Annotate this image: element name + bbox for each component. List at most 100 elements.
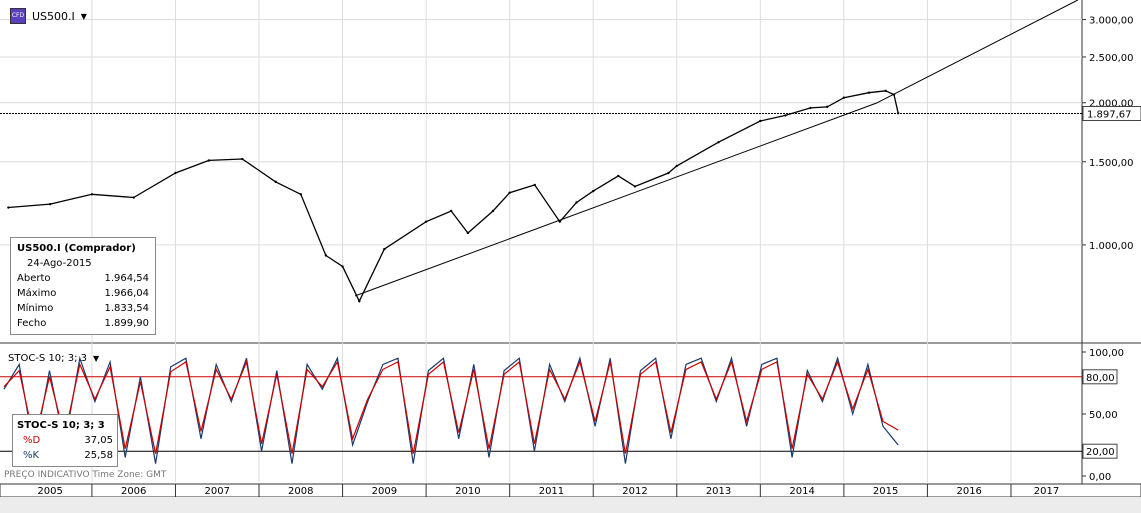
price-point <box>424 220 428 223</box>
price-axis-bg <box>1082 0 1141 513</box>
chevron-down-icon[interactable]: ▼ <box>93 354 100 363</box>
price-point <box>575 201 578 204</box>
info-row: Fecho 1.899,90 <box>17 316 149 331</box>
price-point <box>341 265 344 268</box>
info-row: Mínimo 1.833,54 <box>17 301 149 316</box>
price-point <box>892 93 896 96</box>
info-row-label: Mínimo <box>17 303 54 314</box>
stoch-info-box: STOC-S 10; 3; 3 %D 37,05 %K 25,58 <box>12 414 118 467</box>
timezone-note: PREÇO INDICATIVO Time Zone: GMT <box>4 470 167 480</box>
stoch-row: %K 25,58 <box>17 448 113 463</box>
info-row-label: Aberto <box>17 273 51 284</box>
price-tick-label: 3.000,00 <box>1089 16 1134 27</box>
year-label: 2006 <box>121 486 146 497</box>
stoch-row-value: 25,58 <box>84 450 113 461</box>
stoch-label: STOC-S 10; 3; 3 <box>8 353 87 364</box>
price-point <box>533 183 536 187</box>
price-point <box>667 171 670 175</box>
stoch-series-d <box>3 359 899 454</box>
price-tick-label: 2.500,00 <box>1089 53 1134 64</box>
info-row: Aberto 1.964,54 <box>17 271 149 286</box>
chevron-down-icon[interactable]: ▼ <box>80 11 87 21</box>
year-label: 2015 <box>873 486 898 497</box>
stoch-tick-label: 50,00 <box>1089 410 1118 421</box>
price-point <box>784 114 787 117</box>
year-label: 2005 <box>37 486 62 497</box>
info-title: US500.I (Comprador) <box>17 243 136 254</box>
stoch-level-label: 80,00 <box>1086 373 1115 384</box>
year-label: 2014 <box>789 486 814 497</box>
info-row-value: 1.899,90 <box>104 318 149 329</box>
price-point <box>274 180 277 184</box>
price-point <box>174 171 177 175</box>
price-point <box>759 119 762 123</box>
cfd-icon: CFD <box>10 8 26 24</box>
price-point <box>825 105 829 109</box>
stoch-selector[interactable]: STOC-S 10; 3; 3 ▼ <box>8 353 99 364</box>
trendline <box>877 0 1079 104</box>
info-row-value: 1.833,54 <box>104 303 149 314</box>
stoch-level-badge <box>1082 369 1118 385</box>
price-point <box>383 247 386 251</box>
price-point <box>90 193 94 196</box>
year-label: 2010 <box>455 486 480 497</box>
info-date: 24-Ago-2015 <box>27 258 92 269</box>
price-point <box>867 91 871 94</box>
price-point <box>558 220 561 223</box>
stoch-row-label: %K <box>23 450 40 461</box>
ohlc-info-box: US500.I (Comprador) 24-Ago-2015 Aberto 1.… <box>10 237 156 335</box>
info-row-value: 1.966,04 <box>104 288 149 299</box>
price-point <box>7 206 10 209</box>
year-label: 2011 <box>539 486 564 497</box>
info-row-value: 1.964,54 <box>104 273 149 284</box>
price-point <box>358 300 361 303</box>
price-point <box>675 164 678 168</box>
price-point <box>449 209 453 213</box>
price-tick-label: 1.000,00 <box>1089 241 1134 252</box>
stoch-row-value: 37,05 <box>84 435 113 446</box>
year-label: 2012 <box>622 486 647 497</box>
stoch-title: STOC-S 10; 3; 3 <box>17 420 105 431</box>
price-series-line <box>8 90 899 303</box>
price-point <box>508 191 511 194</box>
price-point <box>842 96 846 99</box>
year-label: 2017 <box>1034 486 1059 497</box>
status-bar <box>0 497 1141 513</box>
current-price-label: 1.897,67 <box>1087 110 1132 121</box>
stoch-level-label: 20,00 <box>1086 447 1115 458</box>
price-point <box>207 159 211 162</box>
price-point <box>491 209 495 213</box>
trendline <box>354 102 878 297</box>
stoch-tick-label: 0,00 <box>1089 472 1111 483</box>
price-point <box>717 140 720 144</box>
info-row-label: Máximo <box>17 288 57 299</box>
price-tick-label: 1.500,00 <box>1089 158 1134 169</box>
price-point <box>809 106 812 110</box>
price-point <box>617 174 620 178</box>
year-label: 2009 <box>372 486 397 497</box>
year-label: 2007 <box>205 486 230 497</box>
info-row: Máximo 1.966,04 <box>17 286 149 301</box>
price-point <box>592 189 595 193</box>
info-row-label: Fecho <box>17 318 47 329</box>
price-point <box>299 193 302 196</box>
symbol-selector[interactable]: CFD US500.I ▼ <box>10 8 87 24</box>
stoch-tick-label: 100,00 <box>1089 348 1124 359</box>
stoch-level-badge <box>1082 443 1118 459</box>
stoch-row-label: %D <box>23 435 41 446</box>
year-label: 2008 <box>288 486 313 497</box>
stoch-series-k <box>3 355 899 464</box>
price-tick-label: 2.000,00 <box>1089 99 1134 110</box>
current-price-badge <box>1082 106 1141 122</box>
price-point <box>48 202 52 206</box>
price-point <box>241 157 244 161</box>
year-label: 2013 <box>706 486 731 497</box>
price-point <box>633 185 637 188</box>
price-point <box>466 231 470 235</box>
year-label: 2016 <box>956 486 981 497</box>
symbol-label: US500.I <box>32 9 75 23</box>
price-point <box>884 89 887 92</box>
stoch-row: %D 37,05 <box>17 433 113 448</box>
price-point <box>132 196 135 199</box>
